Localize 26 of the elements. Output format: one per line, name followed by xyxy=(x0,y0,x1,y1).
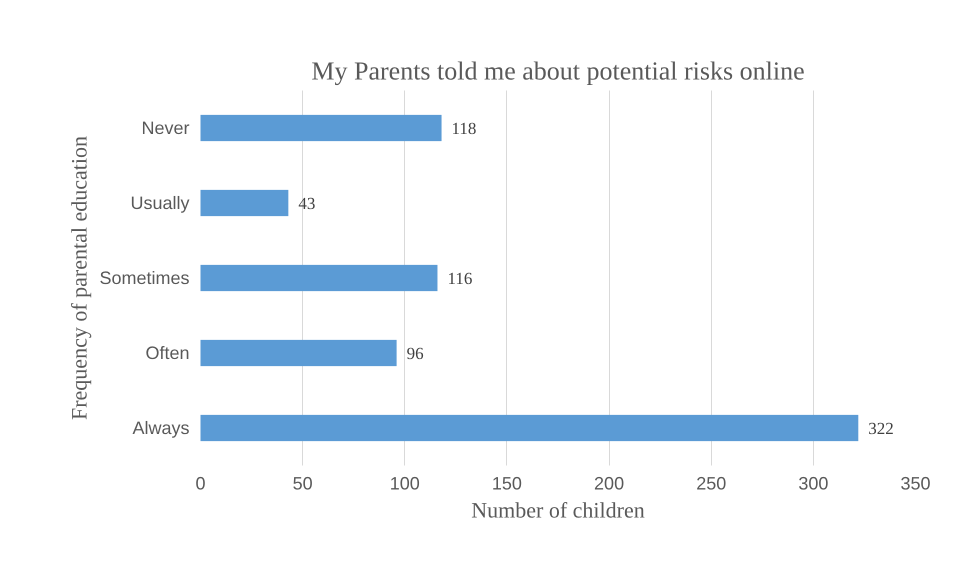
x-tick-label: 200 xyxy=(594,474,624,494)
y-tick-label: Never xyxy=(141,118,190,138)
x-tick-label: 150 xyxy=(492,474,522,494)
data-label: 96 xyxy=(406,344,424,363)
data-label: 116 xyxy=(447,269,472,288)
x-tick-label: 350 xyxy=(900,474,931,494)
x-tick-label: 250 xyxy=(696,474,726,494)
bar xyxy=(200,340,397,366)
bar xyxy=(200,190,288,216)
y-tick-label: Always xyxy=(132,418,190,438)
x-tick-label: 300 xyxy=(798,474,828,494)
x-tick-label: 0 xyxy=(195,474,206,494)
x-tick-label: 50 xyxy=(292,474,313,494)
x-axis-title: Number of children xyxy=(471,498,645,522)
y-tick-label: Sometimes xyxy=(99,268,190,288)
data-label: 118 xyxy=(452,119,476,138)
y-axis-title: Frequency of parental education xyxy=(66,136,92,420)
y-tick-label: Often xyxy=(145,343,190,363)
chart-title: My Parents told me about potential risks online xyxy=(311,56,805,86)
bar xyxy=(200,414,858,442)
bar xyxy=(200,264,438,292)
bar xyxy=(200,114,442,142)
data-label: 43 xyxy=(298,194,316,213)
data-label: 322 xyxy=(868,419,894,438)
y-tick-label: Usually xyxy=(130,193,190,213)
x-tick-label: 100 xyxy=(390,474,420,494)
